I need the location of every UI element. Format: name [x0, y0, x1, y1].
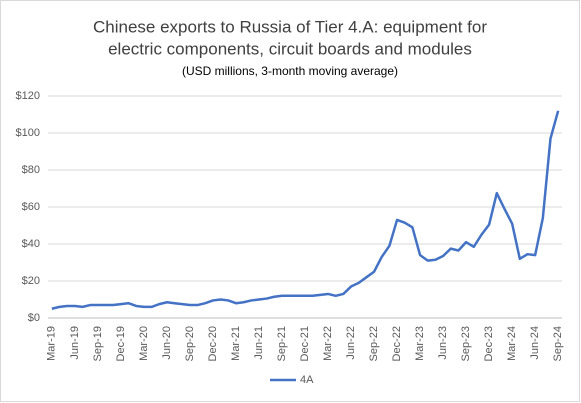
y-tick-label: $120 [16, 90, 40, 102]
y-tick-label: $60 [22, 201, 40, 213]
x-tick-label: Jun-20 [161, 326, 173, 360]
x-tick-label: Jun-21 [253, 326, 265, 360]
y-tick-label: $0 [28, 312, 40, 324]
x-tick-label: Jun-22 [345, 326, 357, 360]
x-tick-label: Sep-21 [276, 326, 288, 361]
x-tick-label: Dec-22 [391, 326, 403, 361]
line [51, 110, 560, 310]
x-tick-label: Sep-23 [460, 326, 472, 361]
y-tick-label: $20 [22, 275, 40, 287]
x-tick-label: Sep-24 [552, 326, 564, 361]
x-tick-label: Sep-22 [368, 326, 380, 361]
x-tick-label: Mar-22 [322, 326, 334, 361]
x-tick-label: Mar-24 [506, 326, 518, 361]
x-tick-label: Mar-21 [230, 326, 242, 361]
x-tick-label: Mar-19 [46, 326, 58, 361]
x-tick-label: Mar-20 [138, 326, 150, 361]
chart-subtitle: (USD millions, 3-month moving average) [182, 64, 398, 78]
x-tick-label: Dec-20 [207, 326, 219, 361]
y-tick-label: $80 [22, 164, 40, 176]
legend-label: 4A [300, 374, 314, 386]
x-tick-label: Dec-21 [299, 326, 311, 361]
x-tick-label: Sep-20 [184, 326, 196, 361]
chart-title: Chinese exports to Russia of Tier 4.A: e… [93, 17, 487, 36]
x-tick-label: Mar-23 [414, 326, 426, 361]
x-tick-label: Jun-24 [529, 326, 541, 360]
x-tick-label: Jun-23 [437, 326, 449, 360]
x-tick-label: Jun-19 [69, 326, 81, 360]
y-tick-label: $40 [22, 238, 40, 250]
x-tick-label: Dec-23 [483, 326, 495, 361]
x-tick-label: Sep-19 [92, 326, 104, 361]
x-tick-label: Dec-19 [115, 326, 127, 361]
y-tick-label: $100 [16, 127, 40, 139]
chart-title: electric components, circuit boards and … [108, 39, 472, 58]
